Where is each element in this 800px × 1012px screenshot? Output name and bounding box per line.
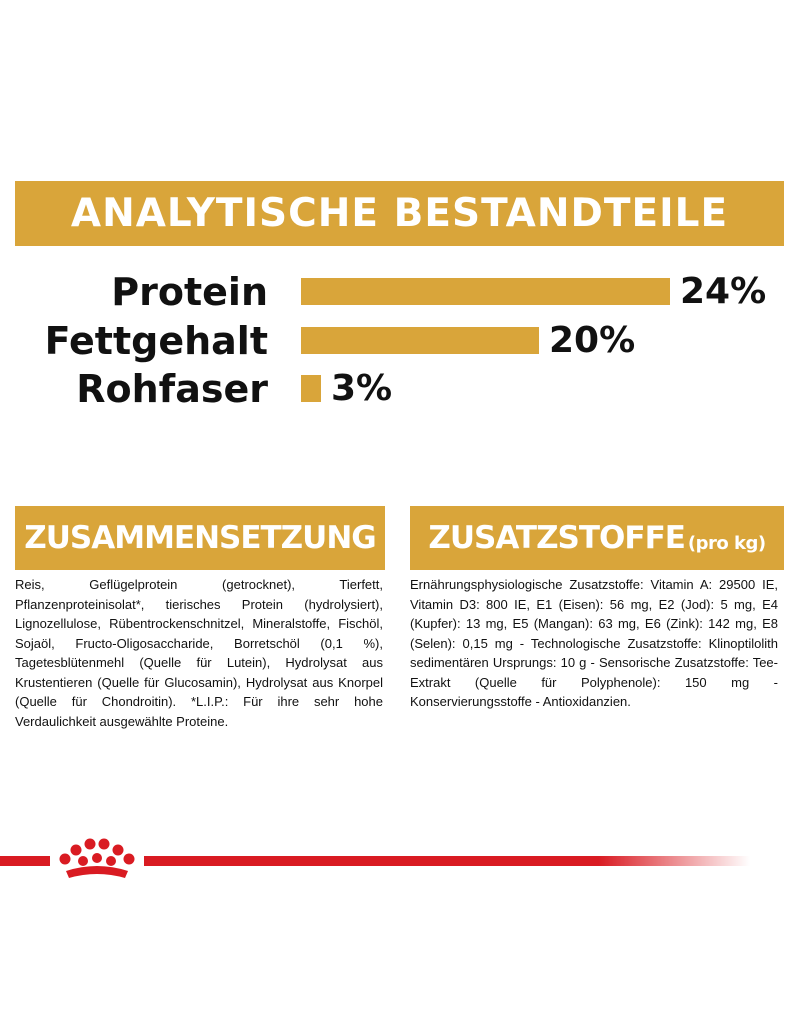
nutrient-label: Rohfaser (76, 367, 268, 411)
brand-line-left (0, 856, 50, 866)
nutrient-row-fettgehalt: Fettgehalt 20% (0, 319, 800, 363)
nutrient-bar (301, 375, 321, 402)
composition-header: ZUSAMMENSETZUNG (15, 506, 385, 570)
nutrient-label: Fettgehalt (44, 319, 268, 363)
nutrient-bar (301, 278, 670, 305)
nutrient-label: Protein (111, 270, 268, 314)
nutrient-value: 3% (331, 368, 393, 409)
brand-line-right (144, 856, 750, 866)
nutrient-value: 24% (680, 271, 767, 312)
additives-header: ZUSATZSTOFFE (pro kg) (410, 506, 784, 570)
additives-title: ZUSATZSTOFFE (428, 520, 686, 556)
composition-title: ZUSAMMENSETZUNG (24, 520, 376, 556)
nutrient-row-protein: Protein 24% (0, 270, 800, 314)
nutrient-bar (301, 327, 539, 354)
nutrient-row-rohfaser: Rohfaser 3% (0, 367, 800, 411)
crown-icon (59, 838, 135, 878)
additives-text: Ernährungsphysiologische Zusatzstoffe: V… (410, 577, 778, 709)
nutrient-value: 20% (549, 320, 636, 361)
analytics-banner: ANALYTISCHE BESTANDTEILE (15, 181, 784, 246)
analytics-title: ANALYTISCHE BESTANDTEILE (70, 191, 729, 236)
additives-subtitle: (pro kg) (687, 532, 766, 554)
composition-text: Reis, Geflügelprotein (getrocknet), Tier… (15, 577, 383, 729)
